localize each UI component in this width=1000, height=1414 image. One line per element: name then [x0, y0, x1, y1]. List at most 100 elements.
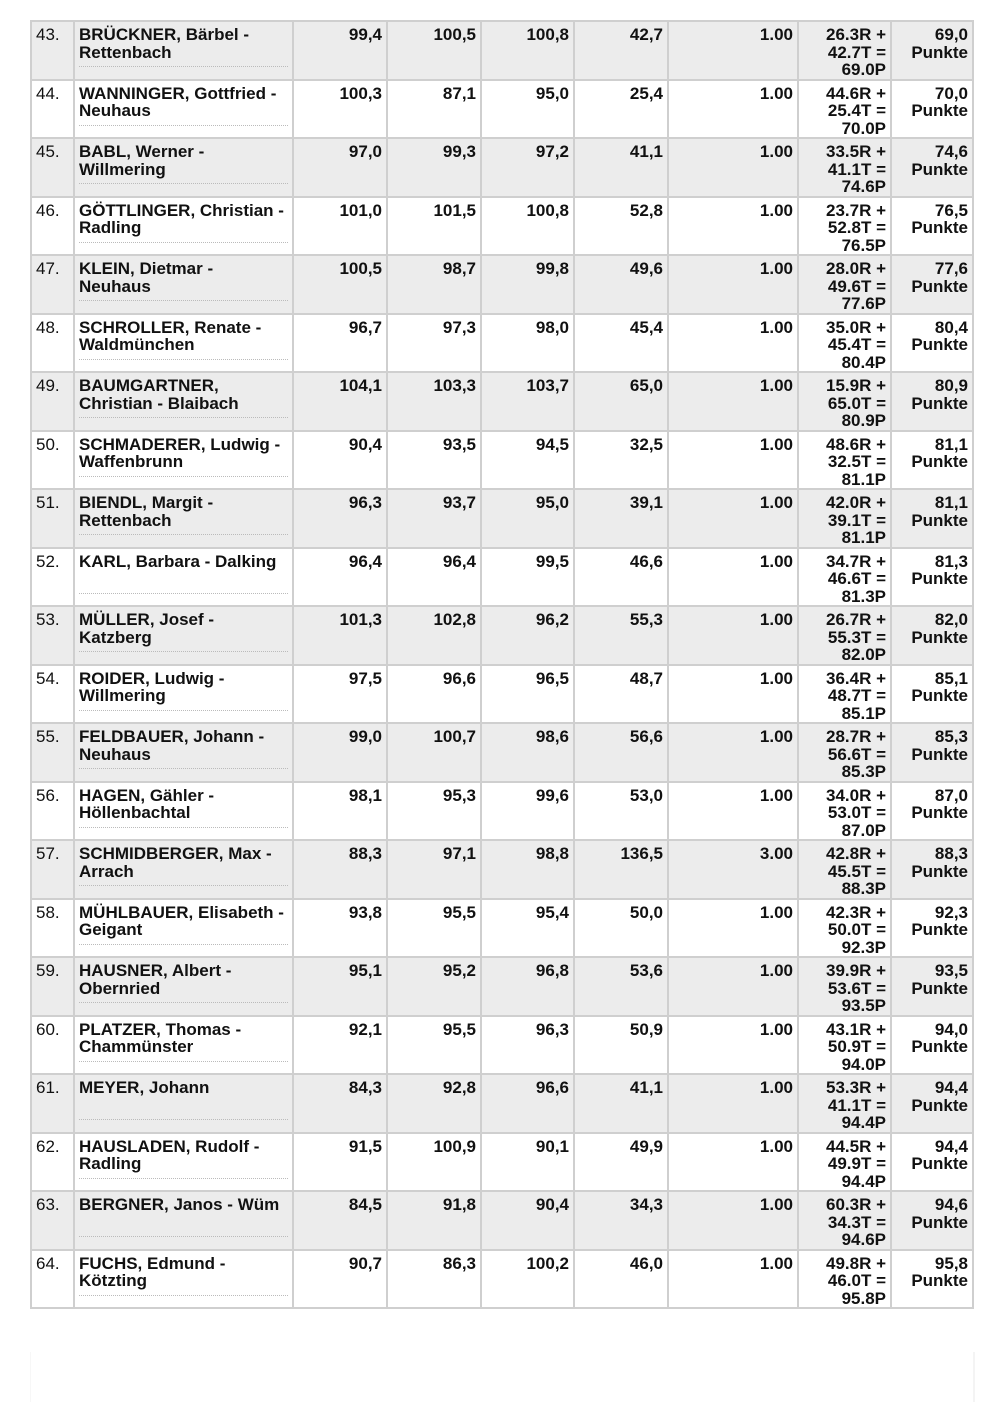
- calc-line: 46.6T =: [827, 569, 886, 588]
- dotted-divider: [79, 943, 288, 945]
- points-unit: Punkte: [911, 42, 968, 62]
- dotted-divider: [79, 241, 288, 243]
- dotted-divider: [79, 534, 288, 535]
- points-unit: Punkte: [911, 861, 968, 881]
- calc-line: 76.5P: [841, 235, 886, 255]
- calc-line: 55.3T =: [827, 627, 886, 647]
- rank-cell: 48.: [30, 312, 75, 373]
- points-unit: Punkte: [911, 1154, 968, 1173]
- score-3-cell: 96,8: [480, 956, 575, 1017]
- points-cell: 81,3 Punkte: [890, 546, 974, 607]
- calc-line: 85.1P: [841, 703, 886, 723]
- participant-name: KLEIN, Dietmar - Neuhaus: [79, 259, 214, 296]
- calc-line: 80.4P: [841, 352, 886, 372]
- score-2-cell: 98,7: [386, 254, 482, 315]
- score-2-cell: 92,8: [386, 1073, 482, 1134]
- time-cell: 49,6: [573, 254, 669, 315]
- score-1-cell: 99,4: [292, 20, 388, 81]
- participant-name: BERGNER, Janos - Wüm: [79, 1195, 280, 1214]
- participant-name: BAUMGARTNER, Christian - Blaibach: [79, 376, 239, 413]
- points-cell: 94,4 Punkte: [890, 1131, 974, 1192]
- points-value: 74,6: [934, 142, 968, 161]
- rank-cell: 50.: [30, 429, 75, 490]
- calc-line: 60.3R +: [825, 1195, 886, 1214]
- calc-line: 53.6T =: [827, 978, 886, 998]
- table-row: 51. BIENDL, Margit - Rettenbach 96,3 93,7 95…: [30, 488, 974, 549]
- calc-line: 56.6T =: [827, 744, 886, 764]
- dotted-divider: [79, 300, 288, 301]
- points-unit: Punkte: [911, 101, 968, 120]
- rank-cell: 58.: [30, 897, 75, 958]
- points-cell: 95,8 Punkte: [890, 1248, 974, 1309]
- rank-cell: 46.: [30, 195, 75, 256]
- calc-line: 46.0T =: [827, 1271, 886, 1290]
- time-cell: 56,6: [573, 722, 669, 783]
- calc-line: 50.0T =: [827, 920, 886, 939]
- calc-line: 34.3T =: [827, 1212, 886, 1232]
- participant-name: BRÜCKNER, Bärbel - Rettenbach: [79, 25, 250, 62]
- points-cell: 69,0 Punkte: [890, 20, 974, 81]
- calc-line: 42.3R +: [825, 902, 886, 922]
- table-row: 58. MÜHLBAUER, Elisabeth - Geigant 93,8 95,…: [30, 897, 974, 958]
- score-1-cell: 96,7: [292, 312, 388, 373]
- points-cell: 80,4 Punkte: [890, 312, 974, 373]
- factor-cell: 1.00: [667, 722, 799, 783]
- time-cell: 39,1: [573, 488, 669, 549]
- points-cell: 85,1 Punkte: [890, 663, 974, 724]
- rank-cell: 47.: [30, 254, 75, 315]
- factor-cell: 1.00: [667, 1014, 799, 1075]
- factor-cell: 1.00: [667, 1073, 799, 1134]
- time-cell: 46,0: [573, 1248, 669, 1309]
- participant-name: HAUSNER, Albert - Obernried: [79, 961, 232, 998]
- calc-line: 87.0P: [841, 820, 886, 840]
- calculation-cell: 43.1R +50.9T = 94.0P: [797, 1014, 892, 1075]
- calc-line: 44.5R +: [825, 1136, 886, 1156]
- calc-line: 39.9R +: [825, 961, 886, 980]
- time-cell: 32,5: [573, 429, 669, 490]
- calc-line: 85.3P: [841, 762, 886, 781]
- score-2-cell: 97,3: [386, 312, 482, 373]
- points-value: 81,1: [934, 493, 968, 512]
- score-2-cell: 102,8: [386, 605, 482, 666]
- points-cell: 74,6 Punkte: [890, 137, 974, 198]
- time-cell: 50,9: [573, 1014, 669, 1075]
- points-unit: Punkte: [911, 569, 968, 588]
- score-3-cell: 99,6: [480, 780, 575, 841]
- time-cell: 41,1: [573, 1073, 669, 1134]
- dotted-divider: [79, 1294, 288, 1296]
- points-cell: 81,1 Punkte: [890, 429, 974, 490]
- calc-line: 95.8P: [841, 1288, 886, 1308]
- name-cell: GÖTTLINGER, Christian - Radling: [73, 195, 294, 256]
- factor-cell: 1.00: [667, 1131, 799, 1192]
- table-row: 49. BAUMGARTNER, Christian - Blaibach 104,…: [30, 371, 974, 432]
- name-cell: MEYER, Johann: [73, 1073, 294, 1134]
- score-3-cell: 90,1: [480, 1131, 575, 1192]
- calc-line: 25.4T =: [827, 101, 886, 120]
- calculation-cell: 44.5R +49.9T = 94.4P: [797, 1131, 892, 1192]
- score-3-cell: 100,8: [480, 195, 575, 256]
- points-unit: Punkte: [911, 920, 968, 939]
- dotted-divider: [79, 709, 288, 711]
- score-2-cell: 100,7: [386, 722, 482, 783]
- points-unit: Punkte: [911, 159, 968, 179]
- calc-line: 94.4P: [841, 1113, 886, 1132]
- calculation-cell: 39.9R +53.6T = 93.5P: [797, 956, 892, 1017]
- points-value: 92,3: [934, 902, 968, 922]
- table-row: 54. ROIDER, Ludwig - Willmering 97,5 96,6 96…: [30, 663, 974, 724]
- name-cell: BABL, Werner - Willmering: [73, 137, 294, 198]
- rank-cell: 61.: [30, 1073, 75, 1134]
- time-cell: 25,4: [573, 78, 669, 139]
- points-unit: Punkte: [911, 1095, 968, 1115]
- score-1-cell: 90,7: [292, 1248, 388, 1309]
- participant-name: WANNINGER, Gottfried - Neuhaus: [79, 83, 277, 120]
- points-unit: Punkte: [911, 803, 968, 822]
- points-cell: 94,6 Punkte: [890, 1190, 974, 1251]
- participant-name: BIENDL, Margit - Rettenbach: [79, 493, 214, 530]
- score-3-cell: 94,5: [480, 429, 575, 490]
- points-value: 76,5: [934, 200, 968, 220]
- participant-name: KARL, Barbara - Dalking: [79, 551, 277, 571]
- rank-cell: 59.: [30, 956, 75, 1017]
- points-cell: 76,5 Punkte: [890, 195, 974, 256]
- factor-cell: 1.00: [667, 312, 799, 373]
- factor-cell: 1.00: [667, 546, 799, 607]
